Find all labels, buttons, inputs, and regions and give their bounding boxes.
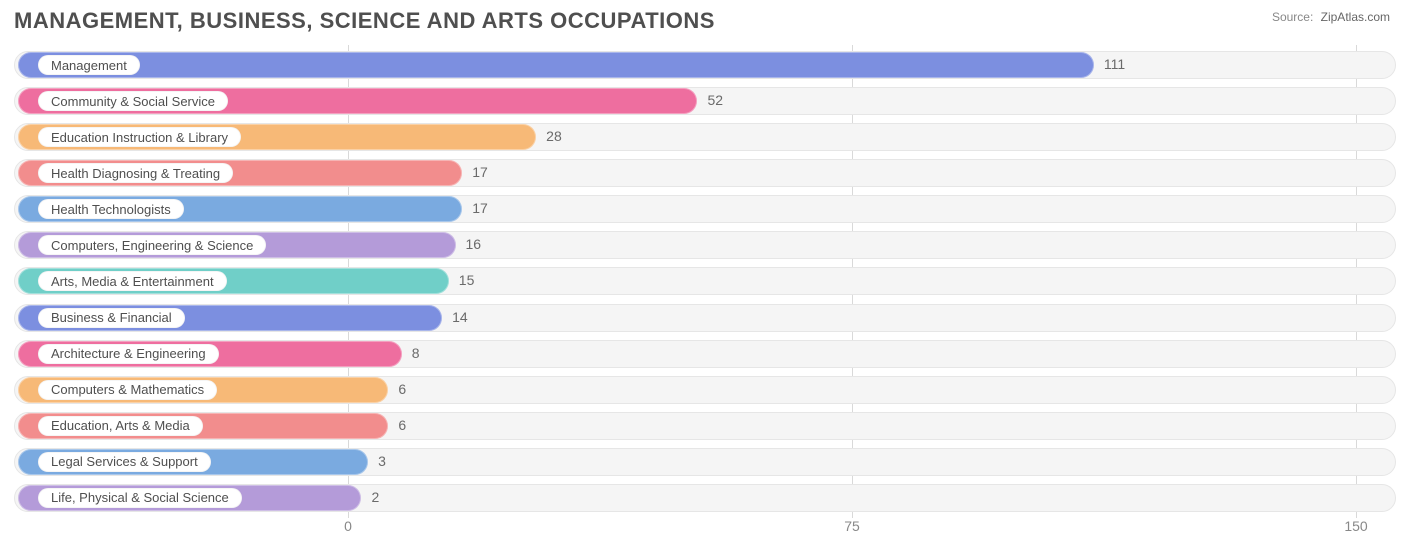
x-axis-tick: 75 [844,518,860,534]
bar-label: Business & Financial [38,308,185,328]
x-axis: 0 75 150 [14,518,1396,536]
bar-row: Education, Arts & Media 6 [14,412,1396,440]
bar [18,52,1094,78]
bar-value: 15 [459,272,475,288]
bar-row: Health Technologists 17 [14,195,1396,223]
bar-label: Community & Social Service [38,91,228,111]
bar-row: Computers, Engineering & Science 16 [14,231,1396,259]
bar-value: 3 [378,453,386,469]
bar-row: Health Diagnosing & Treating 17 [14,159,1396,187]
bars-container: Management 111 Community & Social Service 5… [14,51,1396,512]
bar-value: 16 [466,236,482,252]
bar-row: Business & Financial 14 [14,304,1396,332]
bar-label: Health Diagnosing & Treating [38,163,233,183]
bar-row: Life, Physical & Social Science 2 [14,484,1396,512]
source-attribution: Source: ZipAtlas.com [1272,10,1390,24]
bar-label: Computers, Engineering & Science [38,235,266,255]
bar-value: 17 [472,164,488,180]
bar-label: Architecture & Engineering [38,344,219,364]
bar-row: Arts, Media & Entertainment 15 [14,267,1396,295]
bar-label: Education Instruction & Library [38,127,241,147]
chart-area: Management 111 Community & Social Service 5… [14,45,1396,536]
bar-row: Management 111 [14,51,1396,79]
bar-row: Architecture & Engineering 8 [14,340,1396,368]
bar-value: 14 [452,309,468,325]
bar-row: Education Instruction & Library 28 [14,123,1396,151]
plot-region: Management 111 Community & Social Service 5… [14,45,1396,518]
bar-value: 111 [1104,56,1125,72]
x-axis-tick: 150 [1344,518,1367,534]
bar-label: Arts, Media & Entertainment [38,271,227,291]
x-axis-tick: 0 [344,518,352,534]
bar-value: 52 [707,92,723,108]
bar-value: 8 [412,345,420,361]
bar-value: 2 [371,489,379,505]
bar-value: 17 [472,200,488,216]
bar-label: Health Technologists [38,199,184,219]
bar-label: Computers & Mathematics [38,380,217,400]
bar-value: 6 [398,381,406,397]
source-value: ZipAtlas.com [1321,10,1390,24]
bar-row: Community & Social Service 52 [14,87,1396,115]
bar-label: Legal Services & Support [38,452,211,472]
bar-label: Life, Physical & Social Science [38,488,242,508]
bar-label: Management [38,55,140,75]
chart-title: MANAGEMENT, BUSINESS, SCIENCE AND ARTS O… [14,8,715,34]
bar-row: Legal Services & Support 3 [14,448,1396,476]
bar-label: Education, Arts & Media [38,416,203,436]
bar-value: 6 [398,417,406,433]
source-label: Source: [1272,10,1313,24]
bar-row: Computers & Mathematics 6 [14,376,1396,404]
bar-value: 28 [546,128,562,144]
